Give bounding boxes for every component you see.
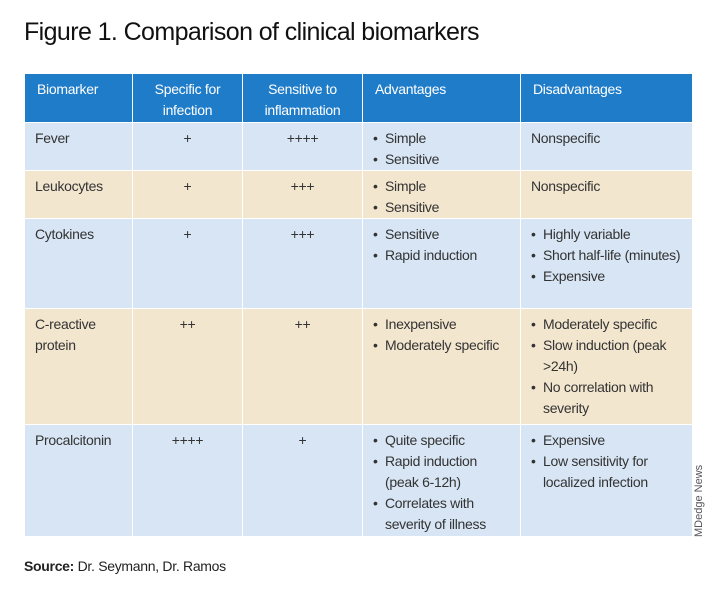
list-item: Inexpensive bbox=[373, 314, 514, 335]
list-item: No correlation with severity bbox=[531, 377, 686, 419]
list-item: Simple bbox=[373, 176, 514, 197]
disadvantages-list: Moderately specificSlow induction (peak … bbox=[531, 314, 686, 419]
biomarker-table: Biomarker Specific for infection Sensiti… bbox=[24, 73, 693, 537]
header-cell: Advantages bbox=[362, 73, 521, 123]
sensitive-cell: ++ bbox=[242, 308, 363, 425]
list-item: Sensitive bbox=[373, 224, 514, 245]
disadvantages-cell: Nonspecific bbox=[520, 170, 693, 219]
header-cell: Disadvantages bbox=[520, 73, 693, 123]
biomarker-cell: Leukocytes bbox=[24, 170, 133, 219]
row: C-reactive protein++++InexpensiveModerat… bbox=[24, 308, 693, 425]
header-cell: Sensitive to inflammation bbox=[242, 73, 363, 123]
list-item: Highly variable bbox=[531, 224, 686, 245]
list-item: Correlates with severity of illness bbox=[373, 493, 514, 535]
advantages-list: InexpensiveModerately specific bbox=[373, 314, 514, 356]
sensitive-cell: +++ bbox=[242, 170, 363, 219]
advantages-cell: SensitiveRapid induction bbox=[362, 218, 521, 309]
biomarker-cell: Procalcitonin bbox=[24, 424, 133, 537]
advantages-cell: InexpensiveModerately specific bbox=[362, 308, 521, 425]
disadvantages-list: ExpensiveLow sensitivity for localized i… bbox=[531, 430, 686, 493]
advantages-list: Quite specificRapid induction (peak 6-12… bbox=[373, 430, 514, 535]
list-item: Sensitive bbox=[373, 197, 514, 218]
specific-cell: + bbox=[132, 218, 243, 309]
list-item: Short half-life (minutes) bbox=[531, 245, 686, 266]
advantages-list: SensitiveRapid induction bbox=[373, 224, 514, 266]
disadvantages-cell: Highly variableShort half-life (minutes)… bbox=[520, 218, 693, 309]
row: Cytokines++++SensitiveRapid inductionHig… bbox=[24, 218, 693, 309]
sensitive-cell: + bbox=[242, 424, 363, 537]
list-item: Sensitive bbox=[373, 149, 514, 170]
specific-cell: + bbox=[132, 122, 243, 171]
list-item: Expensive bbox=[531, 266, 686, 287]
specific-cell: + bbox=[132, 170, 243, 219]
specific-cell: ++ bbox=[132, 308, 243, 425]
advantages-cell: Quite specificRapid induction (peak 6-12… bbox=[362, 424, 521, 537]
row: Procalcitonin+++++Quite specificRapid in… bbox=[24, 424, 693, 537]
header-cell: Biomarker bbox=[24, 73, 133, 123]
sensitive-cell: +++ bbox=[242, 218, 363, 309]
disadvantages-cell: Nonspecific bbox=[520, 122, 693, 171]
source-text: Dr. Seymann, Dr. Ramos bbox=[77, 558, 227, 574]
biomarker-cell: C-reactive protein bbox=[24, 308, 133, 425]
row: Leukocytes++++SimpleSensitiveNonspecific bbox=[24, 170, 693, 219]
list-item: Rapid induction (peak 6-12h) bbox=[373, 451, 514, 493]
list-item: Rapid induction bbox=[373, 245, 514, 266]
advantages-cell: SimpleSensitive bbox=[362, 122, 521, 171]
specific-cell: ++++ bbox=[132, 424, 243, 537]
credit: MDedge News bbox=[693, 464, 705, 537]
biomarker-cell: Cytokines bbox=[24, 218, 133, 309]
advantages-cell: SimpleSensitive bbox=[362, 170, 521, 219]
row: Fever+++++SimpleSensitiveNonspecific bbox=[24, 122, 693, 171]
list-item: Expensive bbox=[531, 430, 686, 451]
list-item: Moderately specific bbox=[373, 335, 514, 356]
disadvantages-list: Highly variableShort half-life (minutes)… bbox=[531, 224, 686, 287]
source: Source: Dr. Seymann, Dr. Ramos bbox=[24, 558, 226, 574]
source-label: Source: bbox=[24, 558, 75, 574]
disadvantages-cell: Moderately specificSlow induction (peak … bbox=[520, 308, 693, 425]
advantages-list: SimpleSensitive bbox=[373, 128, 514, 170]
biomarker-cell: Fever bbox=[24, 122, 133, 171]
disadvantages-cell: ExpensiveLow sensitivity for localized i… bbox=[520, 424, 693, 537]
title: Figure 1. Comparison of clinical biomark… bbox=[24, 18, 480, 46]
header-cell: Specific for infection bbox=[132, 73, 243, 123]
list-item: Slow induction (peak >24h) bbox=[531, 335, 686, 377]
list-item: Quite specific bbox=[373, 430, 514, 451]
sensitive-cell: ++++ bbox=[242, 122, 363, 171]
advantages-list: SimpleSensitive bbox=[373, 176, 514, 218]
list-item: Low sensitivity for localized infection bbox=[531, 451, 686, 493]
header-row: Biomarker Specific for infection Sensiti… bbox=[24, 73, 693, 123]
list-item: Moderately specific bbox=[531, 314, 686, 335]
list-item: Simple bbox=[373, 128, 514, 149]
